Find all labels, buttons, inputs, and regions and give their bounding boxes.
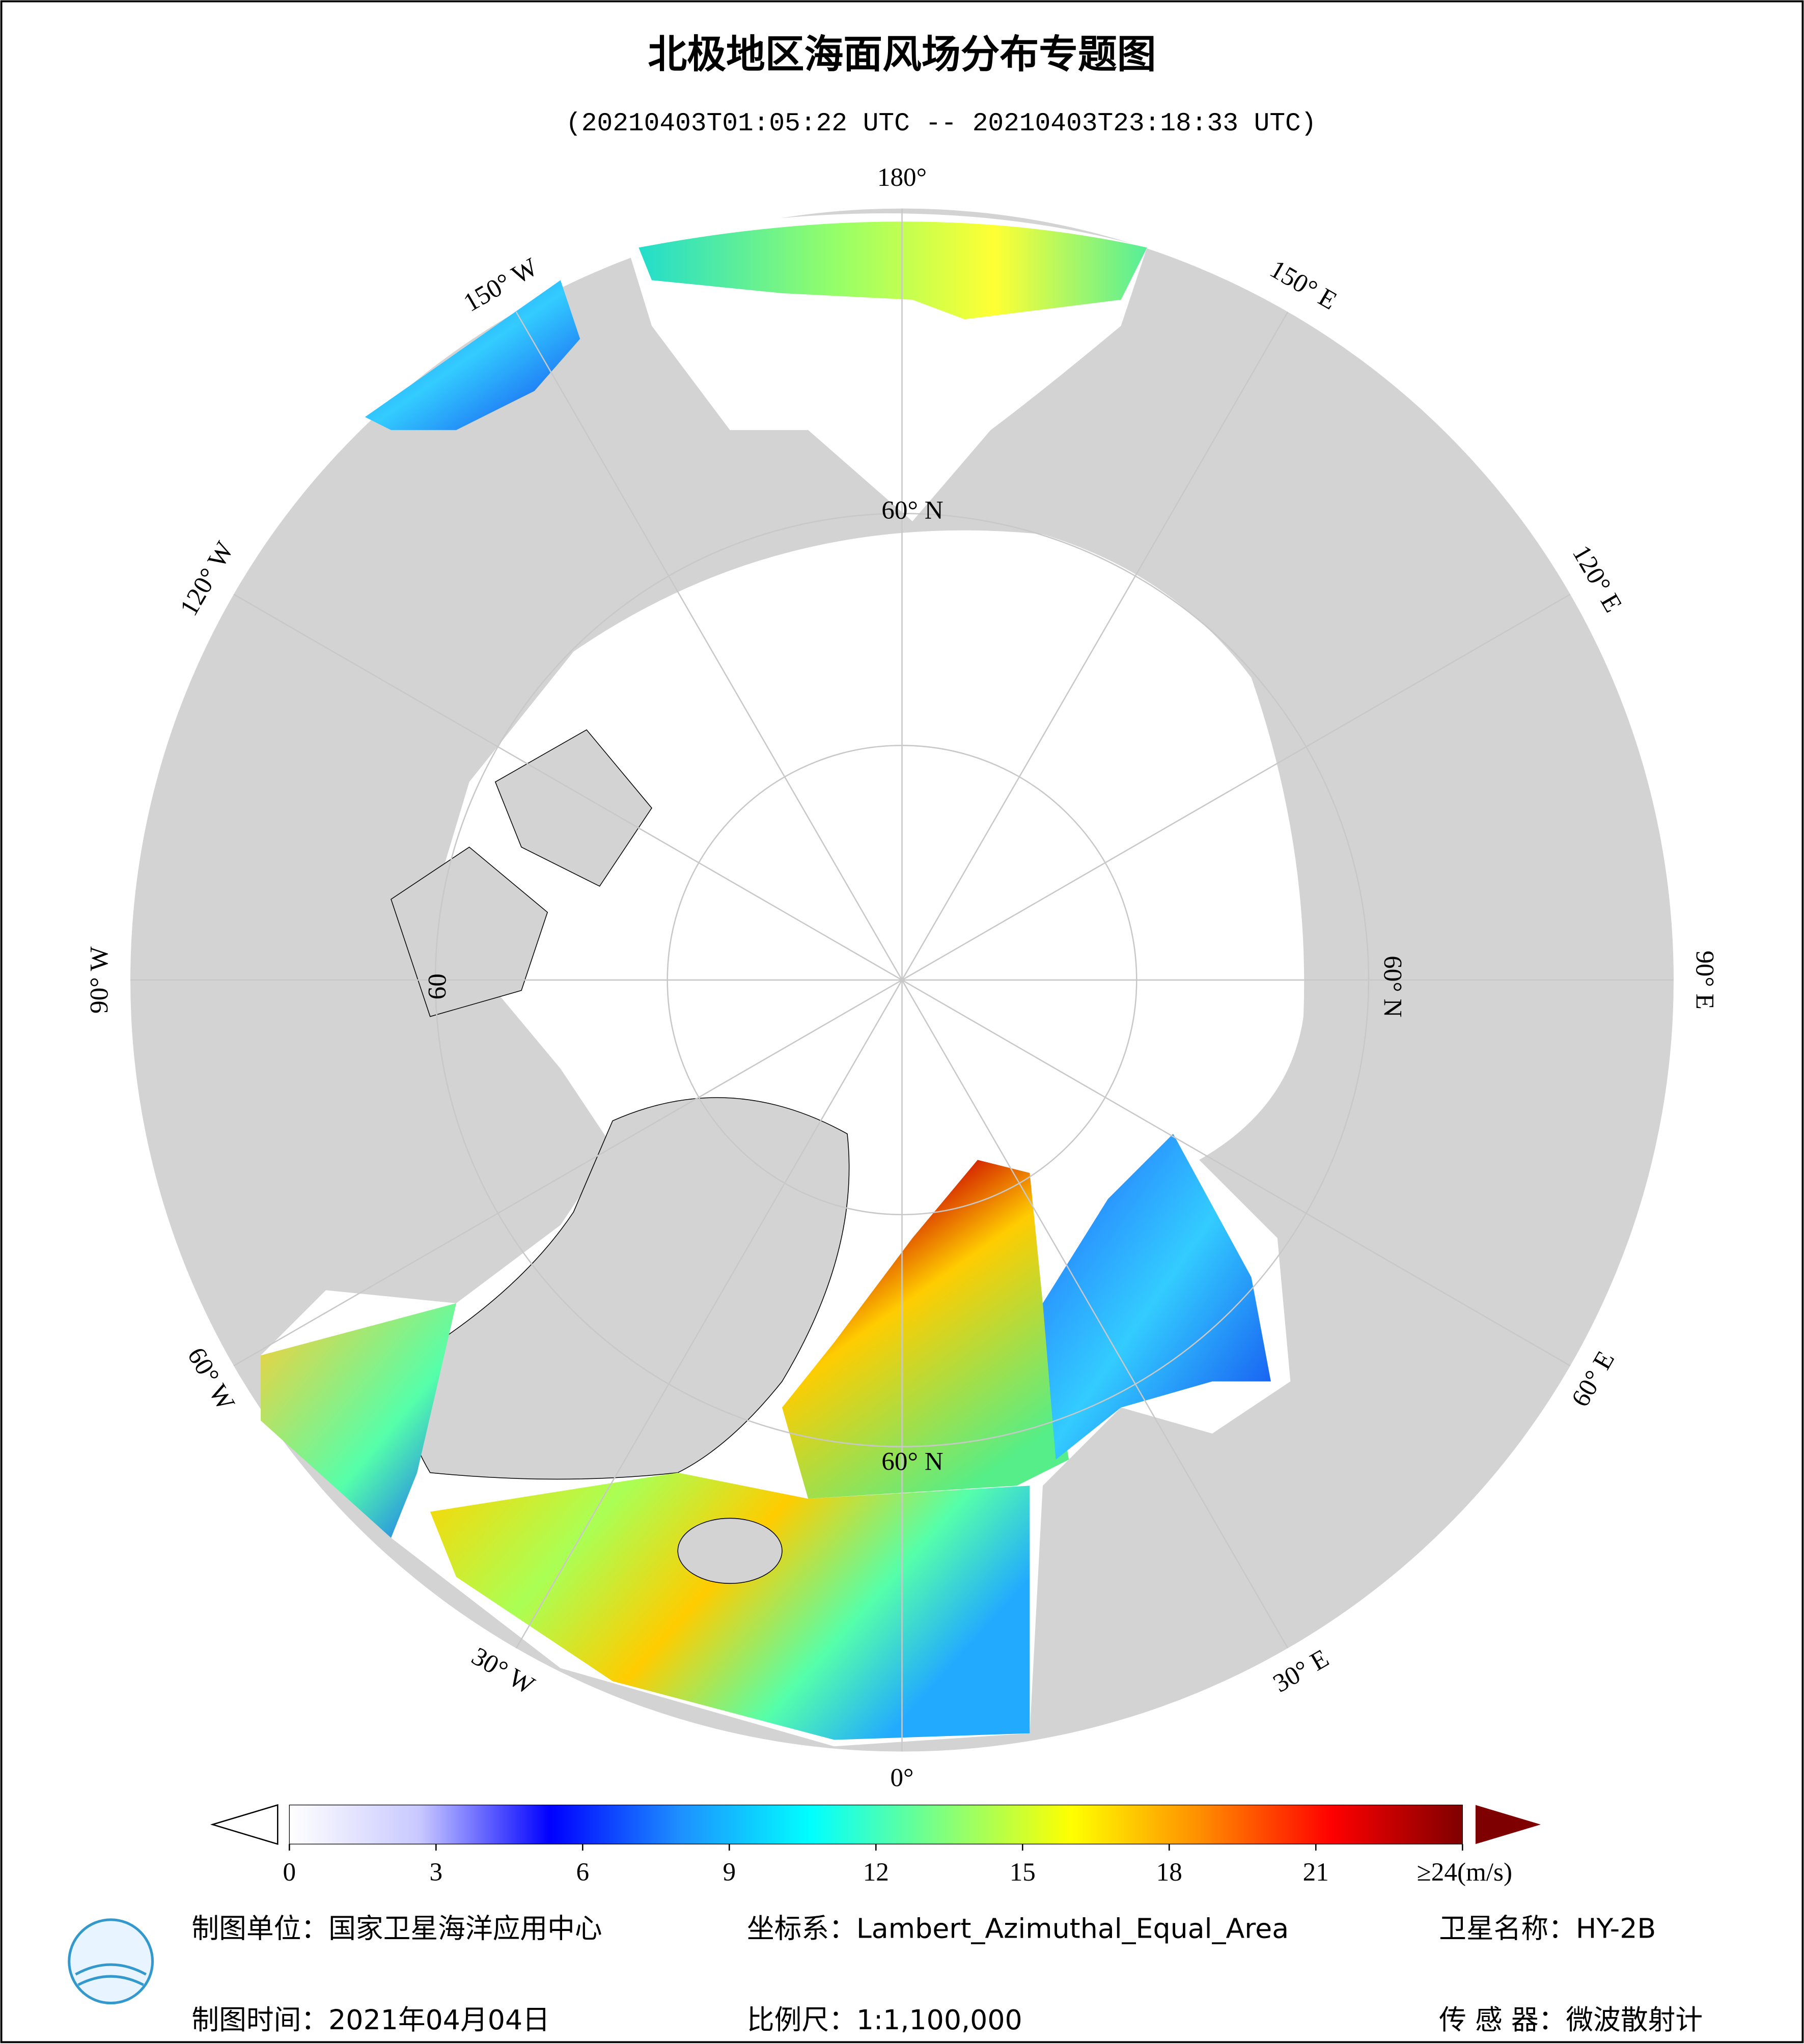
colorbar-tick-label: 0: [283, 1858, 296, 1887]
longitude-label: 180°: [877, 163, 927, 192]
colorbar-over: [1475, 1805, 1541, 1844]
meridian: [901, 594, 1571, 981]
colorbar: 0 3 6 9 12 15 18 21 ≥24(m/s): [210, 1804, 1541, 1887]
footer-scale: 比例尺：1:1,100,000: [747, 2004, 1022, 2036]
colorbar-bar: [289, 1804, 1463, 1844]
longitude-label: 90° W: [85, 946, 114, 1014]
title: 北极地区海面风场分布专题图: [648, 32, 1156, 77]
wind-field-labrador: [261, 1303, 457, 1538]
graticule: [130, 208, 1674, 1752]
colorbar-tick-label: 15: [1010, 1858, 1036, 1887]
wind-field-barents: [1042, 1134, 1271, 1460]
wind-field-atlantic: [430, 1472, 1030, 1740]
colorbar-tick-label: 3: [430, 1858, 443, 1887]
meridian: [901, 979, 1289, 1649]
longitude-label: 90° E: [1690, 950, 1719, 1010]
footer-satellite: 卫星名称：HY-2B: [1439, 1913, 1656, 1945]
footer-sensor: 传 感 器：微波散射计: [1439, 2004, 1703, 2036]
colorbar-tick-label: 6: [576, 1858, 590, 1887]
footer-crs: 坐标系：Lambert_Azimuthal_Equal_Area: [747, 1913, 1289, 1945]
footer: 制图单位：国家卫星海洋应用中心 坐标系：Lambert_Azimuthal_Eq…: [68, 1913, 1703, 2036]
footer-date: 制图时间：2021年04月04日: [191, 2004, 550, 2036]
wind-field-norwegian: [782, 1160, 1069, 1499]
colorbar-tick-label: 18: [1156, 1858, 1182, 1887]
meridian: [901, 311, 1289, 981]
wind-field-alaska: [365, 280, 580, 430]
iceland: [677, 1518, 783, 1584]
logo-waves: [75, 1963, 147, 1986]
colorbar-tick-label: 9: [723, 1858, 736, 1887]
colorbar-tick-label: 21: [1303, 1858, 1329, 1887]
meridian: [901, 979, 1571, 1366]
latitude-label: 60: [423, 973, 452, 999]
latitude-label: 60° N: [881, 496, 943, 525]
latitude-label: 60° N: [1378, 956, 1407, 1017]
colorbar-tick-label: ≥24(m/s): [1417, 1858, 1512, 1887]
subtitle: (20210403T01:05:22 UTC -- 20210403T23:18…: [566, 109, 1316, 138]
islands: [391, 729, 652, 1017]
latitude-label: 60° N: [881, 1447, 943, 1476]
colorbar-tick-label: 12: [863, 1858, 889, 1887]
logo: [68, 1918, 154, 2005]
wind-field-bering: [639, 221, 1147, 320]
longitude-label: 0°: [890, 1763, 913, 1793]
meridian: [233, 594, 903, 981]
meridian: [233, 979, 903, 1366]
meridian: [515, 311, 903, 981]
footer-unit: 制图单位：国家卫星海洋应用中心: [191, 1913, 602, 1945]
colorbar-under: [210, 1804, 279, 1845]
meridian: [515, 979, 903, 1649]
